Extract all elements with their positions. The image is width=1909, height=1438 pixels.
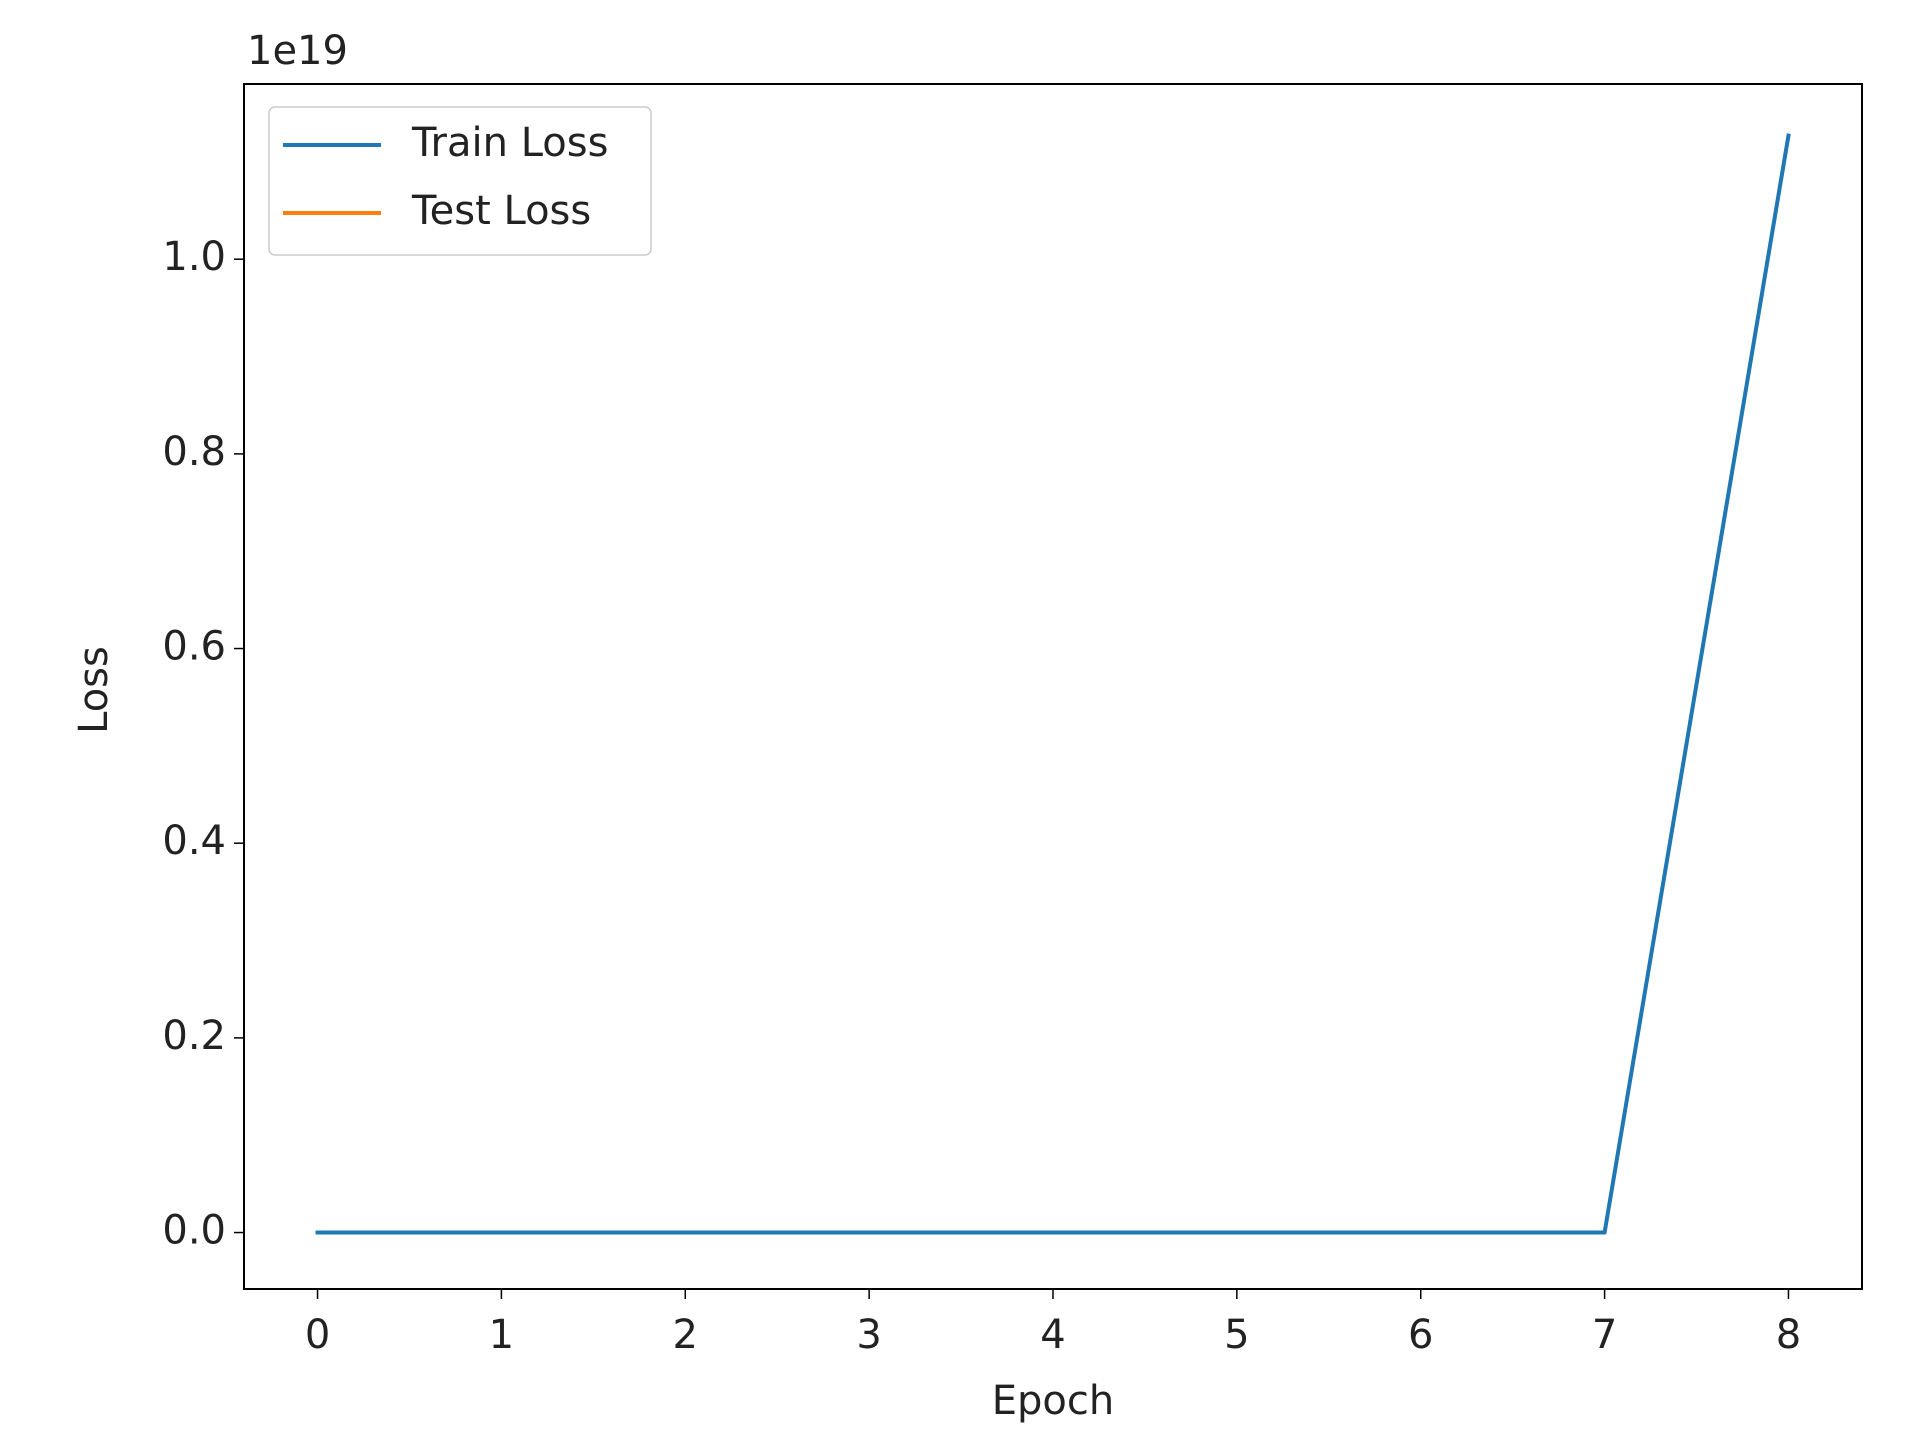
y-tick-label: 0.2 <box>162 1013 226 1059</box>
y-tick-label: 0.6 <box>162 624 226 670</box>
y-tick-label: 0.0 <box>162 1208 226 1254</box>
x-tick-label: 1 <box>489 1312 514 1358</box>
x-tick-label: 4 <box>1040 1312 1065 1358</box>
y-tick-label: 1.0 <box>162 234 226 280</box>
x-tick-label: 5 <box>1224 1312 1249 1358</box>
legend-label: Test Loss <box>411 188 591 234</box>
y-tick-label: 0.8 <box>162 429 226 475</box>
x-tick-label: 6 <box>1408 1312 1433 1358</box>
y-offset-label: 1e19 <box>247 28 348 74</box>
x-tick-label: 8 <box>1776 1312 1801 1358</box>
x-tick-label: 2 <box>673 1312 698 1358</box>
x-axis-label: Epoch <box>992 1378 1114 1424</box>
y-axis-label: Loss <box>71 646 117 734</box>
x-tick-label: 3 <box>856 1312 881 1358</box>
legend-label: Train Loss <box>411 120 608 166</box>
line-series <box>315 133 1791 1235</box>
y-tick-label: 0.4 <box>162 818 226 864</box>
x-tick-label: 0 <box>305 1312 330 1358</box>
x-tick-label: 7 <box>1592 1312 1617 1358</box>
plot-frame <box>243 83 1863 1290</box>
